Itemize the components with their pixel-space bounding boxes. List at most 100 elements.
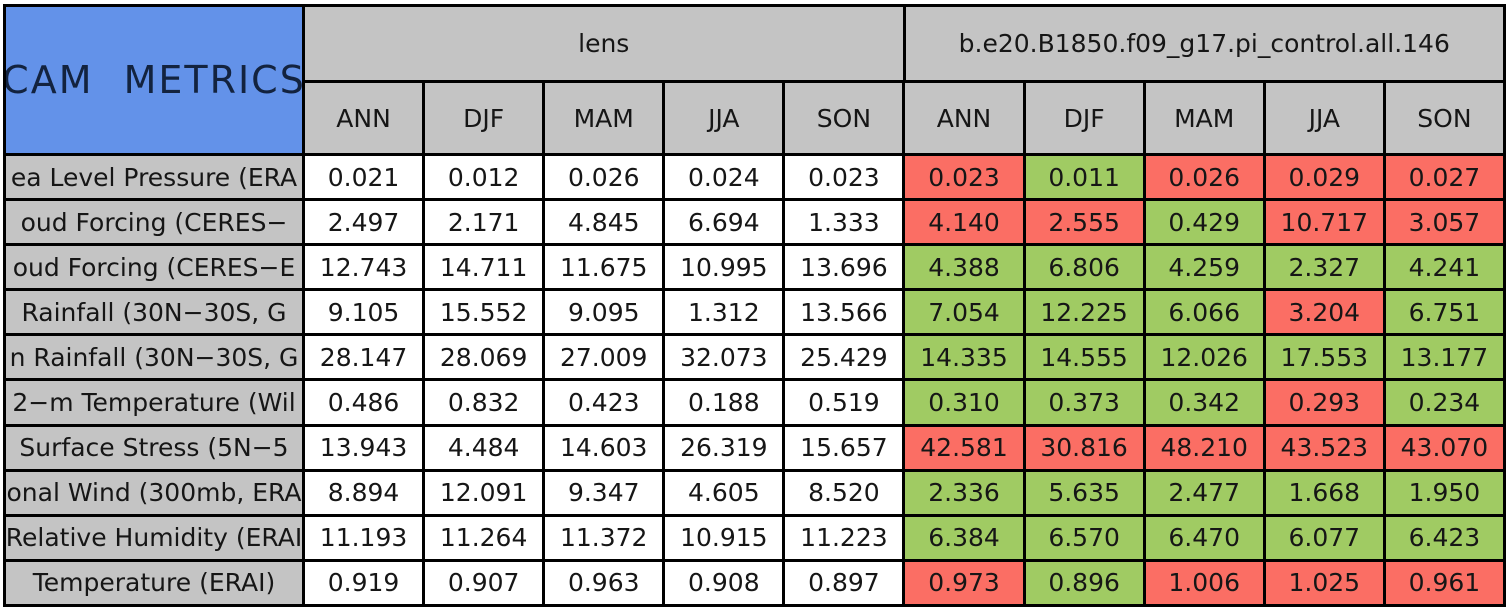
lens-value-cell: 2.497 [305,201,423,244]
control-value-cell: 0.373 [1025,381,1143,424]
season-header-cell: JJA [665,83,783,153]
lens-value-cell: 8.520 [785,471,903,514]
control-value-cell: 0.029 [1265,156,1383,199]
row-label: onal Wind (300mb, ERA [6,471,302,514]
control-value-cell: 6.806 [1025,246,1143,289]
lens-value-cell: 0.012 [425,156,543,199]
control-value-cell: 0.310 [905,381,1023,424]
lens-value-cell: 9.105 [305,291,423,334]
control-value-cell: 2.555 [1025,201,1143,244]
control-value-cell: 6.077 [1265,516,1383,559]
control-value-cell: 1.668 [1265,471,1383,514]
lens-value-cell: 12.743 [305,246,423,289]
control-value-cell: 10.717 [1265,201,1383,244]
control-value-cell: 17.553 [1265,336,1383,379]
lens-value-cell: 0.908 [665,561,783,604]
lens-value-cell: 11.193 [305,516,423,559]
control-value-cell: 0.342 [1145,381,1263,424]
lens-value-cell: 0.024 [665,156,783,199]
control-value-cell: 42.581 [905,426,1023,469]
lens-value-cell: 9.347 [545,471,663,514]
row-label: Surface Stress (5N−5 [6,426,302,469]
lens-value-cell: 12.091 [425,471,543,514]
control-value-cell: 0.429 [1145,201,1263,244]
control-value-cell: 6.570 [1025,516,1143,559]
control-value-cell: 0.973 [905,561,1023,604]
group-header-case: b.e20.B1850.f09_g17.pi_control.all.146 [905,7,1503,80]
control-value-cell: 4.241 [1385,246,1503,289]
control-value-cell: 6.384 [905,516,1023,559]
lens-value-cell: 11.372 [545,516,663,559]
lens-value-cell: 8.894 [305,471,423,514]
lens-value-cell: 0.023 [785,156,903,199]
lens-value-cell: 6.694 [665,201,783,244]
lens-value-cell: 11.264 [425,516,543,559]
table-row: 2−m Temperature (Wil 0.486 0.832 0.423 0.188… [6,381,1503,424]
lens-value-cell: 0.026 [545,156,663,199]
season-header-cell: MAM [1145,83,1263,153]
lens-value-cell: 0.963 [545,561,663,604]
lens-value-cell: 13.943 [305,426,423,469]
row-label: Rainfall (30N−30S, G [6,291,302,334]
season-header-cell: MAM [545,83,663,153]
lens-value-cell: 28.147 [305,336,423,379]
corner-title: CAM METRICS [6,7,302,153]
control-value-cell: 14.555 [1025,336,1143,379]
control-value-cell: 6.423 [1385,516,1503,559]
lens-value-cell: 10.915 [665,516,783,559]
header-right: lens b.e20.B1850.f09_g17.pi_control.all.… [305,7,1503,153]
control-value-cell: 0.026 [1145,156,1263,199]
control-value-cell: 1.006 [1145,561,1263,604]
lens-value-cell: 0.919 [305,561,423,604]
table-row: oud Forcing (CERES− 2.497 2.171 4.845 6.694 1… [6,201,1503,244]
season-header-cell: ANN [305,83,423,153]
table-row: Temperature (ERAI) 0.919 0.907 0.963 0.908 0.… [6,561,1503,604]
season-header-cell: SON [785,83,903,153]
control-value-cell: 12.026 [1145,336,1263,379]
season-header-cell: JJA [1265,83,1383,153]
row-label: 2−m Temperature (Wil [6,381,302,424]
control-value-cell: 6.066 [1145,291,1263,334]
lens-value-cell: 26.319 [665,426,783,469]
lens-value-cell: 0.486 [305,381,423,424]
lens-value-cell: 4.845 [545,201,663,244]
row-label: n Rainfall (30N−30S, G [6,336,302,379]
control-value-cell: 0.011 [1025,156,1143,199]
control-value-cell: 13.177 [1385,336,1503,379]
lens-value-cell: 9.095 [545,291,663,334]
control-value-cell: 4.259 [1145,246,1263,289]
control-value-cell: 0.234 [1385,381,1503,424]
column-group-row: lens b.e20.B1850.f09_g17.pi_control.all.… [305,7,1503,80]
control-value-cell: 48.210 [1145,426,1263,469]
row-label: oud Forcing (CERES− [6,201,302,244]
row-label: Temperature (ERAI) [6,561,302,604]
lens-value-cell: 0.423 [545,381,663,424]
control-value-cell: 7.054 [905,291,1023,334]
table-row: ea Level Pressure (ERA 0.021 0.012 0.026 0.0… [6,156,1503,199]
season-header-cell: SON [1385,83,1503,153]
lens-value-cell: 32.073 [665,336,783,379]
season-header-row: ANN DJF MAM JJA SON ANN DJF MAM JJA SON [305,83,1503,153]
lens-value-cell: 25.429 [785,336,903,379]
control-value-cell: 1.950 [1385,471,1503,514]
lens-value-cell: 13.696 [785,246,903,289]
lens-value-cell: 4.605 [665,471,783,514]
lens-value-cell: 0.832 [425,381,543,424]
control-value-cell: 0.027 [1385,156,1503,199]
lens-value-cell: 10.995 [665,246,783,289]
lens-value-cell: 15.552 [425,291,543,334]
lens-value-cell: 14.711 [425,246,543,289]
lens-value-cell: 0.897 [785,561,903,604]
control-value-cell: 4.388 [905,246,1023,289]
table-row: Relative Humidity (ERAI 11.193 11.264 11.37… [6,516,1503,559]
lens-value-cell: 11.675 [545,246,663,289]
lens-value-cell: 0.519 [785,381,903,424]
row-label: oud Forcing (CERES−E [6,246,302,289]
control-value-cell: 0.023 [905,156,1023,199]
lens-value-cell: 13.566 [785,291,903,334]
lens-value-cell: 0.021 [305,156,423,199]
lens-value-cell: 27.009 [545,336,663,379]
lens-value-cell: 28.069 [425,336,543,379]
season-header-cell: ANN [905,83,1023,153]
group-header-lens: lens [305,7,903,80]
